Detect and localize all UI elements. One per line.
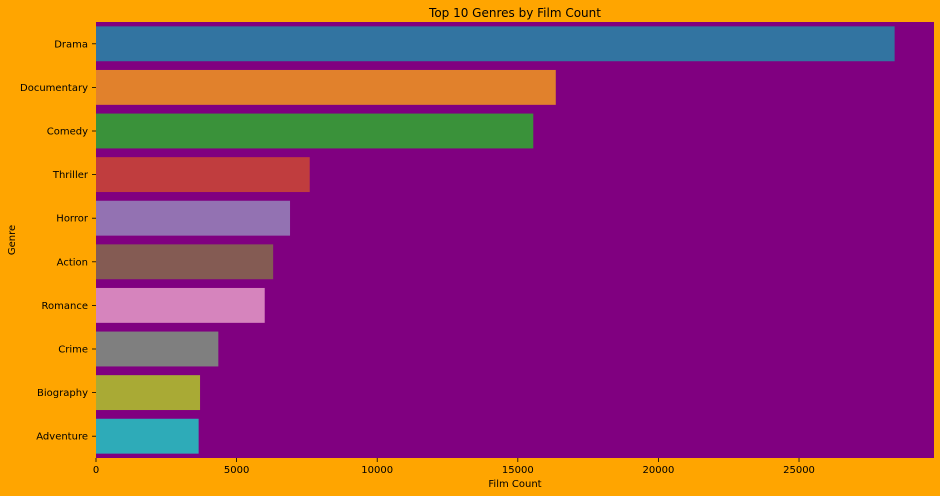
y-tick-label: Biography xyxy=(37,388,88,399)
bar-horror xyxy=(96,200,291,236)
y-tick-label: Romance xyxy=(42,301,88,312)
y-tick-label: Drama xyxy=(54,39,88,50)
bars-group xyxy=(96,26,895,454)
bar-comedy xyxy=(96,113,534,149)
y-axis-label: Genre xyxy=(7,225,18,255)
y-tick-label: Documentary xyxy=(20,83,88,94)
bar-drama xyxy=(96,26,895,62)
x-tick-label: 10000 xyxy=(361,465,393,476)
y-tick-label: Horror xyxy=(56,214,89,225)
bar-crime xyxy=(96,331,219,367)
bar-adventure xyxy=(96,418,199,454)
x-tick-label: 25000 xyxy=(783,465,815,476)
x-tick-label: 0 xyxy=(93,465,99,476)
y-tick-label: Adventure xyxy=(36,432,88,443)
chart-title: Top 10 Genres by Film Count xyxy=(428,6,601,20)
bar-thriller xyxy=(96,157,310,193)
y-tick-label: Crime xyxy=(58,345,88,356)
x-tick-label: 20000 xyxy=(643,465,675,476)
y-tick-label: Comedy xyxy=(47,127,88,138)
x-tick-label: 5000 xyxy=(224,465,249,476)
bar-biography xyxy=(96,375,201,411)
y-tick-label: Thriller xyxy=(52,170,89,181)
bar-documentary xyxy=(96,69,556,105)
bar-action xyxy=(96,244,274,280)
bar-romance xyxy=(96,287,265,323)
y-axis-ticks: Drama Documentary Comedy Thriller Horror Acti… xyxy=(20,39,96,443)
x-axis-label: Film Count xyxy=(488,479,541,490)
y-tick-label: Action xyxy=(57,257,88,268)
x-axis-ticks: 0 5000 10000 15000 20000 25000 xyxy=(93,458,815,476)
x-tick-label: 15000 xyxy=(502,465,534,476)
